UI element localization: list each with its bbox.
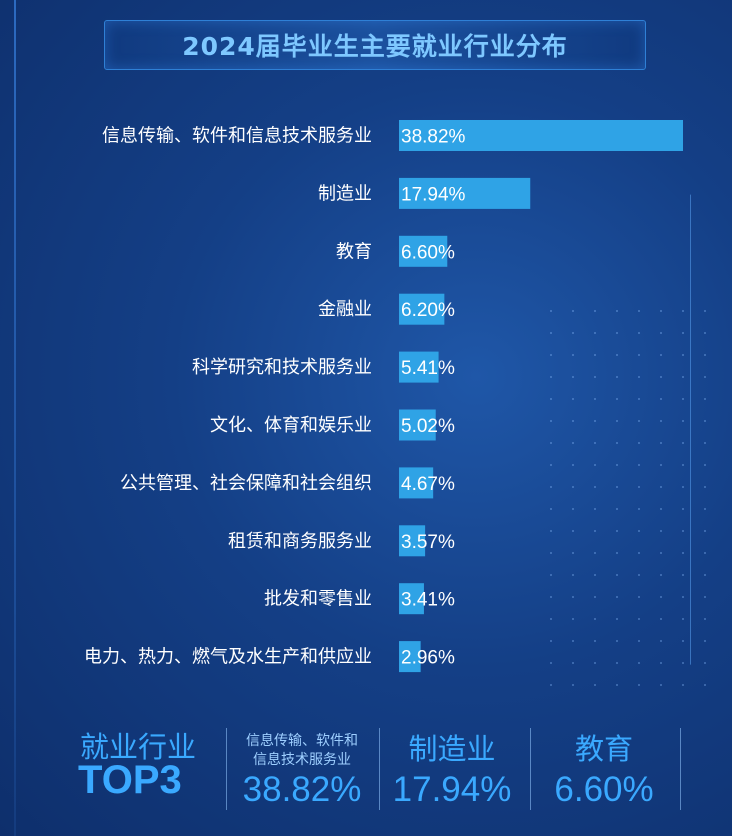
- value-label-3: 6.60%: [401, 242, 455, 263]
- top3-item-1-label: 信息传输、软件和 信息技术服务业: [246, 733, 358, 768]
- category-label-8: 租赁和商务服务业: [228, 531, 372, 552]
- bar-1: [399, 120, 683, 151]
- divider: [226, 728, 227, 810]
- top3-panel: 就业行业 TOP3 信息传输、软件和 信息技术服务业 38.82% 制造业 17…: [0, 718, 732, 836]
- value-label-10: 2.96%: [401, 648, 455, 669]
- bar-4: [399, 293, 445, 325]
- value-label-7: 4.67%: [401, 474, 455, 495]
- bar-5: [399, 351, 439, 383]
- top3-item-3-value: 6.60%: [554, 770, 654, 809]
- bar-7: [399, 467, 434, 499]
- category-label-2: 制造业: [318, 183, 372, 204]
- category-label-1: 信息传输、软件和信息技术服务业: [102, 126, 372, 147]
- bar-8: [399, 525, 426, 557]
- divider: [530, 728, 531, 810]
- dot-grid-decoration: [540, 300, 720, 690]
- divider: [680, 728, 681, 810]
- category-label-4: 金融业: [318, 299, 372, 320]
- top3-item-2-value: 17.94%: [392, 770, 512, 809]
- category-label-7: 公共管理、社会保障和社会组织: [120, 473, 372, 494]
- bar-2: [399, 177, 531, 209]
- value-label-4: 6.20%: [401, 300, 455, 321]
- top3-item-3-label: 教育: [574, 732, 633, 766]
- left-frame-line: [14, 0, 16, 836]
- value-label-5: 5.41%: [401, 358, 455, 379]
- value-label-1: 38.82%: [401, 127, 466, 148]
- bar-10: [399, 641, 421, 673]
- value-label-9: 3.41%: [401, 590, 455, 611]
- category-label-10: 电力、热力、燃气及水生产和供应业: [84, 647, 372, 668]
- bar-6: [399, 409, 436, 441]
- value-label-6: 5.02%: [401, 416, 455, 437]
- divider: [379, 728, 380, 810]
- category-label-9: 批发和零售业: [264, 589, 372, 610]
- bar-9: [399, 583, 424, 615]
- value-label-8: 3.57%: [401, 532, 455, 553]
- bar-chart: 信息传输、软件和信息技术服务业 38.82% 制造业 17.94% 教育 6.60% 金融业…: [84, 120, 683, 673]
- chart-title-box: 2024届毕业生主要就业行业分布: [104, 20, 646, 70]
- top3-item-1-value: 38.82%: [242, 770, 362, 809]
- bar-3: [399, 235, 448, 267]
- category-label-5: 科学研究和技术服务业: [192, 357, 372, 378]
- top3-badge: TOP3: [78, 758, 182, 802]
- top3-item-2-label: 制造业: [408, 732, 496, 766]
- value-label-2: 17.94%: [401, 184, 466, 205]
- top3-heading: 就业行业: [80, 730, 197, 764]
- category-label-3: 教育: [336, 241, 372, 262]
- chart-title: 2024届毕业生主要就业行业分布: [182, 32, 568, 61]
- category-label-6: 文化、体育和娱乐业: [210, 415, 372, 436]
